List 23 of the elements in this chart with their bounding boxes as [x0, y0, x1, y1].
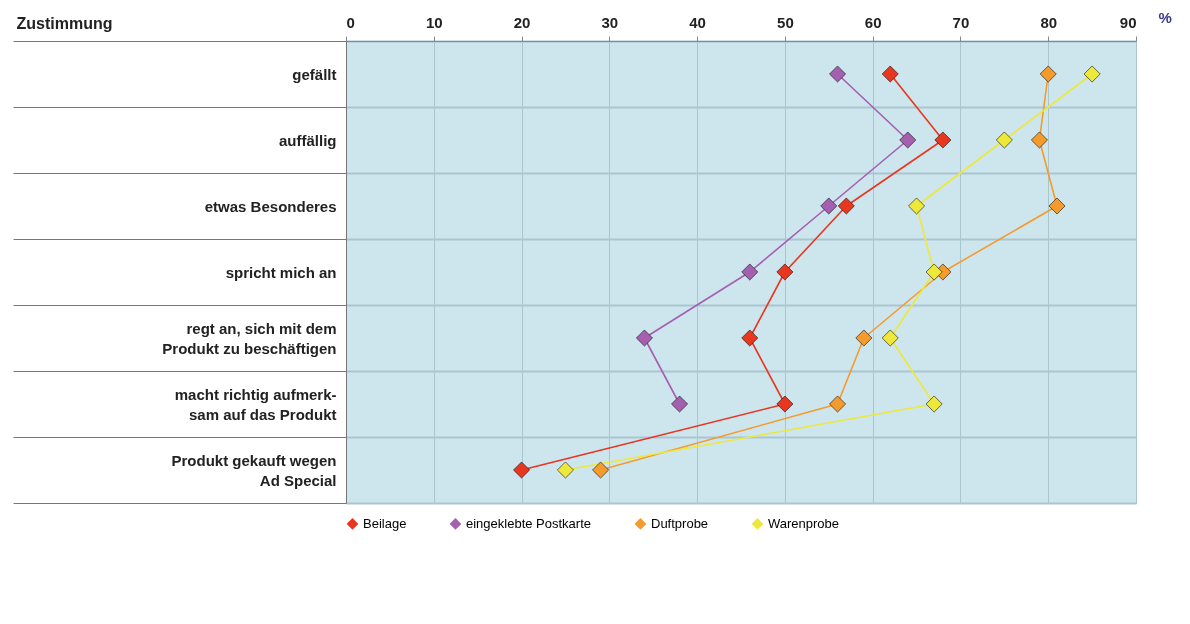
x-tick-label: 40 [689, 13, 706, 31]
x-tick-label: 0 [346, 13, 355, 31]
legend-label: Warenprobe [768, 515, 840, 531]
y-tick-label: etwas Besonderes [204, 197, 337, 215]
x-tick-label: 20 [513, 13, 531, 31]
x-axis-title: % [1158, 8, 1172, 26]
legend-label: Beilage [363, 515, 407, 531]
x-tick-label: 30 [601, 13, 619, 31]
text: Zustimmung [16, 15, 113, 32]
y-tick-label: spricht mich an [225, 263, 337, 281]
x-tick-label: 50 [777, 13, 794, 31]
y-tick-label: gefällt [292, 65, 337, 83]
x-tick-label: 80 [1040, 13, 1058, 31]
legend-label: eingeklebte Postkarte [466, 515, 592, 531]
x-tick-label: 70 [952, 13, 970, 31]
legend-label: Duftprobe [651, 515, 709, 531]
y-tick-label: auffällig [278, 131, 337, 149]
y-tick-label: Produkt gekauft wegen Ad Special [171, 451, 337, 489]
y-tick-label: regt an, sich mit dem Produkt zu beschäftigen [162, 319, 337, 357]
x-tick-label: 10 [425, 13, 443, 31]
y-tick-label: macht richtig aufmerk- sam auf das Produkt [174, 385, 337, 423]
x-tick-label: 90 [1119, 13, 1137, 31]
x-tick-label: 60 [864, 13, 882, 31]
